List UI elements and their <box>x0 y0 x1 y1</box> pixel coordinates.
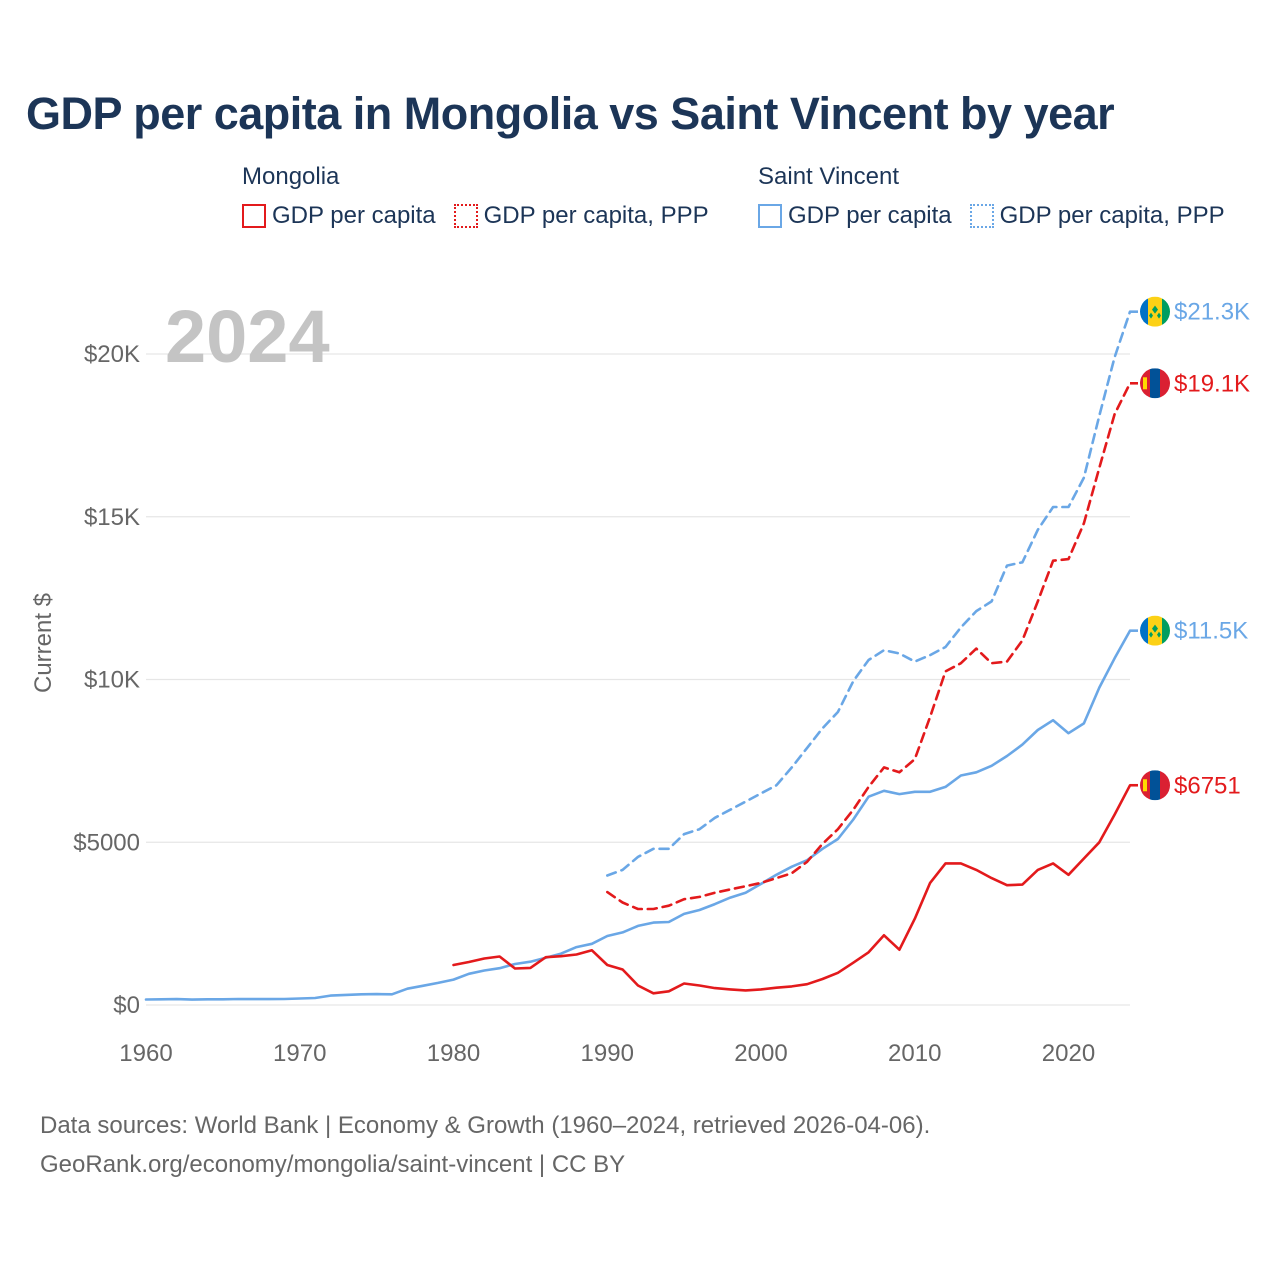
flag-emblem <box>1143 377 1147 390</box>
saint-vincent-flag-icon <box>1140 296 1170 327</box>
flag-stripe <box>1140 296 1148 327</box>
mongolia-gdp-per-capita-line <box>452 783 1132 995</box>
end-labels: $11.5K $21.3K $6751 $19.1K <box>1140 296 1250 801</box>
series-end-label: $19.1K <box>1174 370 1250 397</box>
source-line: Data sources: World Bank | Economy & Gro… <box>40 1112 931 1139</box>
x-tick-label: 2000 <box>734 1040 787 1067</box>
flag-diamonds <box>1149 305 1161 319</box>
legend-swatch-dotted <box>969 204 994 228</box>
year-watermark: 2024 <box>165 295 330 378</box>
legend-group-title: Mongolia <box>242 163 340 190</box>
y-axis-title: Current $ <box>30 593 57 693</box>
flag-fill <box>1140 296 1170 327</box>
series-end-label: $6751 <box>1174 772 1241 799</box>
flag-fill <box>1140 368 1170 399</box>
y-tick-label: $20K <box>84 341 140 368</box>
series-end-label: $21.3K <box>1174 299 1250 326</box>
source-note: Data sources: World Bank | Economy & Gro… <box>40 1106 930 1184</box>
series-end-label: $11.5K <box>1174 618 1248 645</box>
legend-group-mongolia: Mongolia GDP per capita GDP per capita, … <box>242 160 727 230</box>
axis-ticks: $0 $5000 $10K $15K $20K 1960 1970 1980 1990 2000 2… <box>73 341 1095 1067</box>
flag-stripe <box>1150 770 1160 801</box>
x-tick-label: 1960 <box>119 1040 172 1067</box>
legend-entry-mongolia-gdp[interactable]: GDP per capita <box>242 202 436 230</box>
legend-group-saint-vincent: Saint Vincent GDP per capita GDP per cap… <box>758 160 1243 230</box>
legend-entry-label: GDP per capita, PPP <box>483 202 709 229</box>
legend-entry-mongolia-gdp-ppp[interactable]: GDP per capita, PPP <box>453 202 709 230</box>
flag-diamonds <box>1149 624 1161 638</box>
saint-vincent-flag-icon <box>1140 615 1170 646</box>
legend-entry-label: GDP per capita, PPP <box>999 202 1225 229</box>
mongolia-flag-icon <box>1140 770 1170 801</box>
x-tick-label: 1990 <box>581 1040 634 1067</box>
y-tick-label: $15K <box>84 504 140 531</box>
legend-swatch-solid <box>242 204 266 228</box>
source-url[interactable]: GeoRank.org/economy/mongolia/saint-vince… <box>40 1151 626 1178</box>
y-tick-label: $5000 <box>73 829 140 856</box>
y-tick-label: $0 <box>113 992 140 1019</box>
flag-fill <box>1140 770 1170 801</box>
x-tick-label: 1980 <box>427 1040 480 1067</box>
saint-vincent-gdp-per-capita-ppp-line <box>605 310 1132 877</box>
line-chart: 2024 Current $ $0 $5000 $10K $15K $20K 1960 19… <box>30 295 1250 1067</box>
x-tick-label: 2010 <box>888 1040 941 1067</box>
legend-entry-label: GDP per capita <box>788 202 952 229</box>
flag-emblem <box>1143 779 1147 792</box>
chart-title: GDP per capita in Mongolia vs Saint Vinc… <box>26 88 1115 139</box>
x-tick-label: 2020 <box>1042 1040 1095 1067</box>
flag-stripe <box>1160 368 1170 399</box>
flag-stripe <box>1140 615 1148 646</box>
y-tick-label: $10K <box>84 667 140 694</box>
legend-group-title: Saint Vincent <box>758 163 899 190</box>
flag-stripe <box>1150 368 1160 399</box>
flag-stripe <box>1160 770 1170 801</box>
x-tick-label: 1970 <box>273 1040 326 1067</box>
legend-swatch-solid <box>758 204 782 228</box>
flag-stripe <box>1162 615 1170 646</box>
series-lines <box>144 310 1138 1001</box>
flag-fill <box>1140 615 1170 646</box>
legend-swatch-dotted <box>453 204 478 228</box>
saint-vincent-gdp-per-capita-line <box>144 629 1132 1001</box>
legend-entry-label: GDP per capita <box>272 202 436 229</box>
flag-stripe <box>1162 296 1170 327</box>
legend-entry-saint-vincent-gdp-ppp[interactable]: GDP per capita, PPP <box>969 202 1225 230</box>
grid-lines <box>146 353 1130 1006</box>
legend-entry-saint-vincent-gdp[interactable]: GDP per capita <box>758 202 952 230</box>
mongolia-flag-icon <box>1140 368 1170 399</box>
mongolia-gdp-per-capita-ppp-line <box>605 381 1132 911</box>
